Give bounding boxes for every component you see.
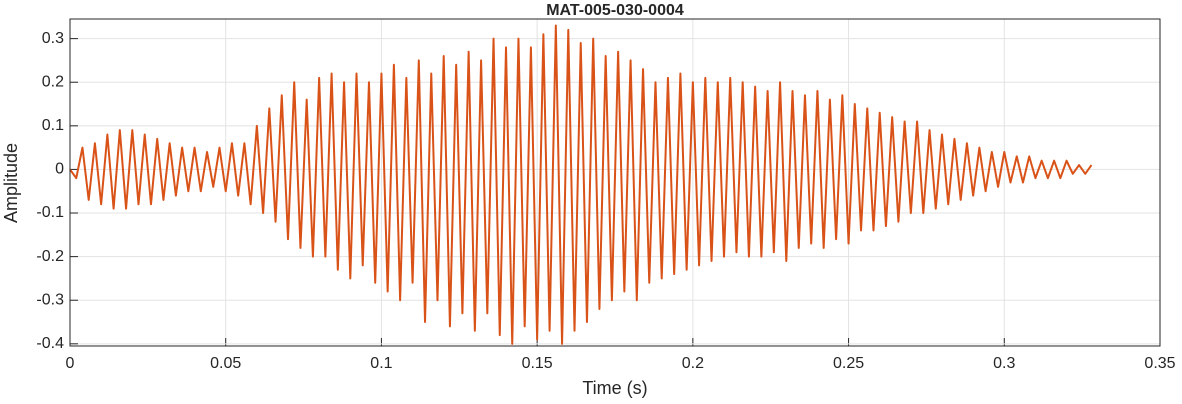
axes-box bbox=[69, 18, 1161, 347]
x-tick-label: 0.2 bbox=[682, 355, 704, 372]
y-tick-label: -0.2 bbox=[36, 248, 64, 265]
x-tick-label: 0.3 bbox=[993, 355, 1015, 372]
y-tick-label: 0 bbox=[55, 161, 64, 178]
y-tick-label: 0.2 bbox=[42, 73, 64, 90]
x-tick-label: 0.05 bbox=[210, 355, 241, 372]
x-tick-label: 0.25 bbox=[833, 355, 864, 372]
x-tick-label: 0.1 bbox=[370, 355, 392, 372]
x-tick-label: 0.15 bbox=[522, 355, 553, 372]
x-axis-label: Time (s) bbox=[582, 378, 647, 398]
y-tick-label: -0.3 bbox=[36, 291, 64, 308]
y-tick-label: -0.4 bbox=[36, 335, 64, 352]
y-axis-label: Amplitude bbox=[1, 143, 21, 223]
x-tick-label: 0 bbox=[66, 355, 75, 372]
x-tick-label: 0.35 bbox=[1144, 355, 1175, 372]
chart-title: MAT-005-030-0004 bbox=[546, 2, 684, 19]
signal-line bbox=[69, 24, 1093, 345]
y-tick-label: -0.1 bbox=[36, 204, 64, 221]
y-tick-label: 0.3 bbox=[42, 30, 64, 47]
y-tick-label: 0.1 bbox=[42, 117, 64, 134]
